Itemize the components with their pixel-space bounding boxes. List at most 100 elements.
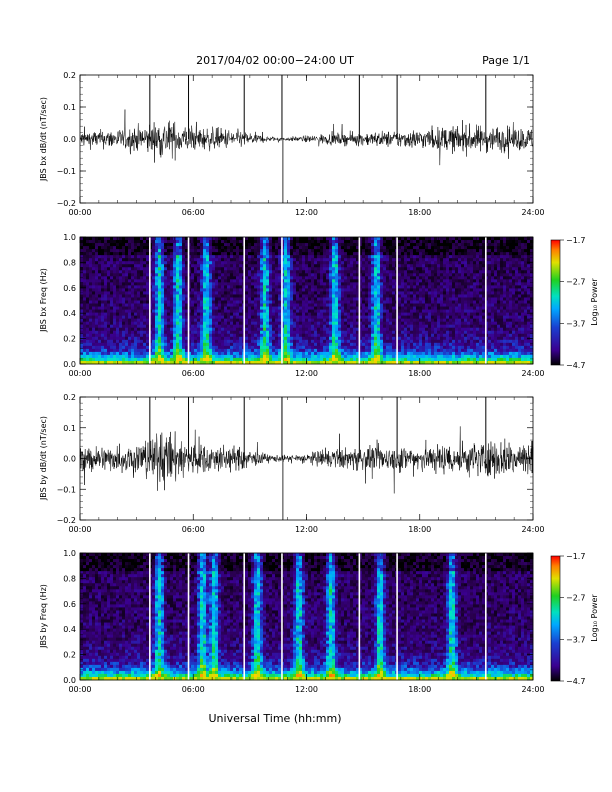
bx-spectrogram-cell	[269, 294, 273, 298]
bx-spectrogram-cell	[230, 309, 234, 313]
bx-spectrogram-cell	[200, 300, 204, 304]
bx-spectrogram-cell	[341, 294, 345, 298]
bx-spectrogram-cell	[200, 327, 204, 332]
bx-spectrogram-cell	[194, 327, 198, 332]
bx-spectrogram-cell	[314, 354, 318, 359]
bx-spectrogram-cell	[305, 282, 309, 286]
bx-spectrogram-cell	[347, 261, 351, 265]
bx-spectrogram-cell	[251, 327, 255, 332]
bx-spectrogram-cell	[176, 312, 180, 316]
bx-spectrogram-cell	[119, 339, 123, 344]
bx-spectrogram-cell	[218, 276, 222, 280]
bx-spectrogram-cell	[356, 249, 360, 253]
bx-spectrogram-cell	[89, 264, 93, 268]
bx-spectrogram-cell	[374, 291, 378, 295]
bx-spectrogram-cell	[305, 261, 309, 265]
bx-spectrogram-cell	[137, 345, 141, 350]
bx-spectrogram-cell	[374, 255, 378, 259]
bx-spectrogram-cell	[404, 276, 408, 280]
bx-spectrogram-cell	[170, 246, 174, 250]
bx-spectrogram-cell	[332, 345, 336, 350]
bx-spectrogram-cell	[332, 273, 336, 277]
bx-spectrogram-cell	[338, 333, 342, 338]
bx-spectrogram-cell	[266, 243, 270, 247]
bx-spectrogram-cell	[305, 324, 309, 329]
bx-spectrogram-cell	[377, 324, 381, 329]
bx-spectrogram-cell	[359, 309, 363, 313]
bx-spectrogram-cell	[173, 294, 177, 298]
bx-spectrogram-cell	[311, 288, 315, 292]
bx-spectrogram-cell	[380, 357, 384, 362]
bx-spectrogram-cell	[293, 315, 297, 319]
bx-spectrogram-cell	[113, 285, 117, 289]
bx-spectrogram-cell	[161, 237, 165, 241]
bx-spectrogram-cell	[80, 240, 84, 244]
bx-spectrogram-cell	[131, 267, 135, 271]
bx-spectrogram-cell	[221, 261, 225, 265]
bx-spectrogram-cell	[92, 291, 96, 295]
bx-spectrogram-cell	[422, 330, 426, 335]
bx-spectrogram-cell	[209, 243, 213, 247]
bx-spectrogram-cell	[152, 267, 156, 271]
bx-spectrogram-cell	[203, 297, 207, 301]
bx-spectrogram-cell	[347, 321, 351, 325]
bx-spectrogram-cell	[422, 357, 426, 362]
bx-spectrogram-cell	[377, 351, 381, 356]
bx-spectrogram-cell	[368, 345, 372, 350]
bx-spectrogram-cell	[383, 342, 387, 347]
bx-spectrogram-cell	[374, 351, 378, 356]
bx-spectrogram-cell	[407, 282, 411, 286]
bx-spectrogram-cell	[143, 264, 147, 268]
bx-spectrogram-cell	[290, 288, 294, 292]
bx-spectrogram-cell	[86, 345, 90, 350]
bx-spectrogram-cell	[152, 273, 156, 277]
bx-spectrogram-cell	[329, 360, 333, 365]
bx-spectrogram-cell	[197, 252, 201, 256]
bx-spectrogram-cell	[296, 336, 300, 341]
bx-spectrogram-cell	[404, 360, 408, 365]
bx-spectrogram-cell	[341, 300, 345, 304]
bx-spectrogram-cell	[407, 249, 411, 253]
bx-spectrogram-cell	[368, 330, 372, 335]
bx-spectrogram-cell	[248, 249, 252, 253]
bx-spectrogram-cell	[341, 333, 345, 338]
bx-spectrogram-cell	[320, 327, 324, 332]
bx-spectrogram-cell	[140, 306, 144, 310]
bx-spectrogram-cell	[227, 264, 231, 268]
bx-spectrogram-cell	[212, 285, 216, 289]
bx-spectrogram-cell	[293, 297, 297, 301]
bx-spectrogram-cell	[410, 330, 414, 335]
bx-spectrogram-cell	[329, 288, 333, 292]
bx-spectrogram-cell	[260, 258, 264, 262]
bx-spectrogram-cell	[266, 309, 270, 313]
bx-spectrogram-cell	[248, 258, 252, 262]
bx-spectrogram-cell	[293, 303, 297, 307]
bx-spectrogram-cell	[305, 255, 309, 259]
bx-spectrogram-cell	[284, 324, 288, 329]
bx-spectrogram-cell	[374, 249, 378, 253]
bx-spectrogram-cell	[248, 282, 252, 286]
bx-spectrogram-cell	[239, 288, 243, 292]
bx-spectrogram-cell	[149, 351, 153, 356]
bx-spectrogram-cell	[209, 300, 213, 304]
bx-spectrogram-cell	[104, 267, 108, 271]
bx-spectrogram-cell	[272, 237, 276, 241]
bx-spectrogram-cell	[332, 327, 336, 332]
bx-spectrogram-cell	[137, 309, 141, 313]
bx-spectrogram-cell	[182, 345, 186, 350]
bx-spectrogram-cell	[263, 282, 267, 286]
bx-spectrogram-cell	[149, 306, 153, 310]
bx-spectrogram-cell	[362, 240, 366, 244]
bx-spectrogram-cell	[419, 246, 423, 250]
bx-spectrogram-cell	[164, 315, 168, 319]
bx-spectrogram-cell	[119, 336, 123, 341]
bx-spectrogram-cell	[110, 324, 114, 329]
bx-spectrogram-cell	[425, 291, 429, 295]
bx-spectrogram-cell	[185, 270, 189, 274]
bx-spectrogram-cell	[287, 315, 291, 319]
bx-spectrogram-cell	[182, 246, 186, 250]
bx-spectrogram-cell	[203, 255, 207, 259]
bx-spectrogram-cell	[209, 303, 213, 307]
bx-spectrogram-cell	[290, 243, 294, 247]
bx-spectrogram-cell	[107, 357, 111, 362]
